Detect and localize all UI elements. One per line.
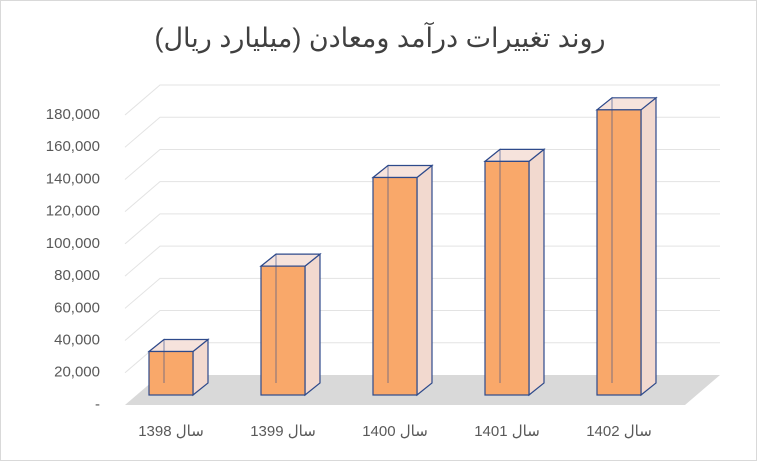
x-tick-label: سال 1402 [586, 423, 652, 440]
grid-line [124, 84, 720, 116]
bar-side [416, 164, 433, 397]
y-tick-label: 20,000 [54, 364, 100, 381]
bar-back-edge [484, 148, 501, 383]
bar-side [304, 252, 321, 397]
bar-back-edge [260, 253, 277, 383]
chart-title: روند تغییرات درآمد ومعادن (میلیارد ریال) [154, 22, 605, 54]
bar-side [528, 148, 545, 397]
y-tick-label: - [95, 396, 100, 413]
bar [484, 160, 530, 396]
bar-side [640, 96, 657, 397]
x-tick-label: سال 1401 [474, 423, 540, 440]
bar-back-edge [148, 338, 165, 383]
y-tick-label: 80,000 [54, 267, 100, 284]
bar [148, 350, 194, 396]
x-tick-label: سال 1398 [138, 423, 204, 440]
grid-line [124, 116, 720, 148]
x-tick-label: سال 1399 [250, 423, 316, 440]
y-tick-label: 180,000 [46, 106, 100, 123]
y-tick-label: 160,000 [46, 138, 100, 155]
y-tick-label: 120,000 [46, 203, 100, 220]
y-tick-label: 60,000 [54, 299, 100, 316]
bar [596, 109, 642, 396]
bar [372, 176, 418, 396]
y-tick-label: 140,000 [46, 170, 100, 187]
y-tick-label: 40,000 [54, 332, 100, 349]
y-tick-label: 100,000 [46, 235, 100, 252]
bar-back-edge [596, 96, 613, 383]
bar [260, 265, 306, 396]
bar-back-edge [372, 164, 389, 383]
x-tick-label: سال 1400 [362, 423, 428, 440]
